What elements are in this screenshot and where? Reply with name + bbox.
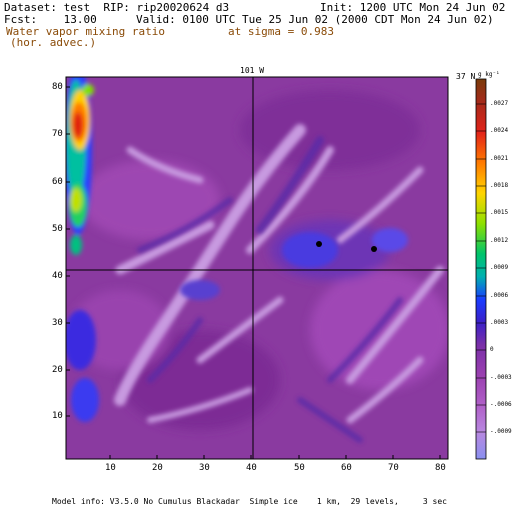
meridian-label: 101 W <box>240 66 265 75</box>
x-tick-label: 10 <box>105 463 116 473</box>
x-tick-label: 20 <box>152 463 163 473</box>
colorbar-label: .0006 <box>490 292 509 299</box>
colorbar-label: .0009 <box>490 264 509 271</box>
x-tick-label: 50 <box>294 463 305 473</box>
y-tick-label: 40 <box>52 271 63 281</box>
y-tick-label: 20 <box>52 365 63 375</box>
station-marker <box>371 246 377 252</box>
colorbar-label: .0021 <box>490 155 509 162</box>
colorbar-label: .0024 <box>490 127 509 134</box>
map-border <box>65 76 449 460</box>
axis-ticks <box>66 86 441 459</box>
parallel-label: 37 N <box>456 72 476 81</box>
valid-time-label: Valid: 0100 UTC Tue 25 Jun 02 (2000 CDT … <box>136 13 494 26</box>
x-tick-label: 80 <box>435 463 446 473</box>
y-tick-label: 70 <box>52 129 63 139</box>
model-info-label: Model info: V3.5.0 No Cumulus Blackadar … <box>52 497 447 506</box>
y-tick-label: 80 <box>52 82 63 92</box>
colorbar-unit: g kg⁻¹ <box>478 71 500 78</box>
colorbar <box>475 78 487 460</box>
field-name-label: Water vapor mixing ratio <box>6 25 165 38</box>
contour-field <box>66 77 448 459</box>
init-time-label: Init: 1200 UTC Mon 24 Jun 02 <box>320 1 506 14</box>
y-tick-label: 10 <box>52 411 63 421</box>
colorbar-label: .0018 <box>490 182 509 189</box>
colorbar-label: .0027 <box>490 100 509 107</box>
x-tick-label: 60 <box>341 463 352 473</box>
y-tick-label: 30 <box>52 318 63 328</box>
colorbar-label: -.0003 <box>490 374 512 381</box>
colorbar-label: .0003 <box>490 319 509 326</box>
y-tick-label: 50 <box>52 224 63 234</box>
x-tick-label: 70 <box>388 463 399 473</box>
colorbar-label: -.0006 <box>490 401 512 408</box>
x-tick-label: 40 <box>246 463 257 473</box>
colorbar-label: .0012 <box>490 237 509 244</box>
x-tick-label: 30 <box>199 463 210 473</box>
colorbar-label: .0015 <box>490 209 509 216</box>
field-subname-label: (hor. advec.) <box>10 36 97 49</box>
colorbar-label: 0 <box>490 346 494 353</box>
dataset-label: Dataset: test RIP: rip20020624 d3 <box>4 1 230 14</box>
station-marker <box>316 241 322 247</box>
forecast-hour-label: Fcst: 13.00 <box>4 13 97 26</box>
y-tick-label: 60 <box>52 177 63 187</box>
colorbar-label: -.0009 <box>490 428 512 435</box>
level-label: at sigma = 0.983 <box>228 25 334 38</box>
